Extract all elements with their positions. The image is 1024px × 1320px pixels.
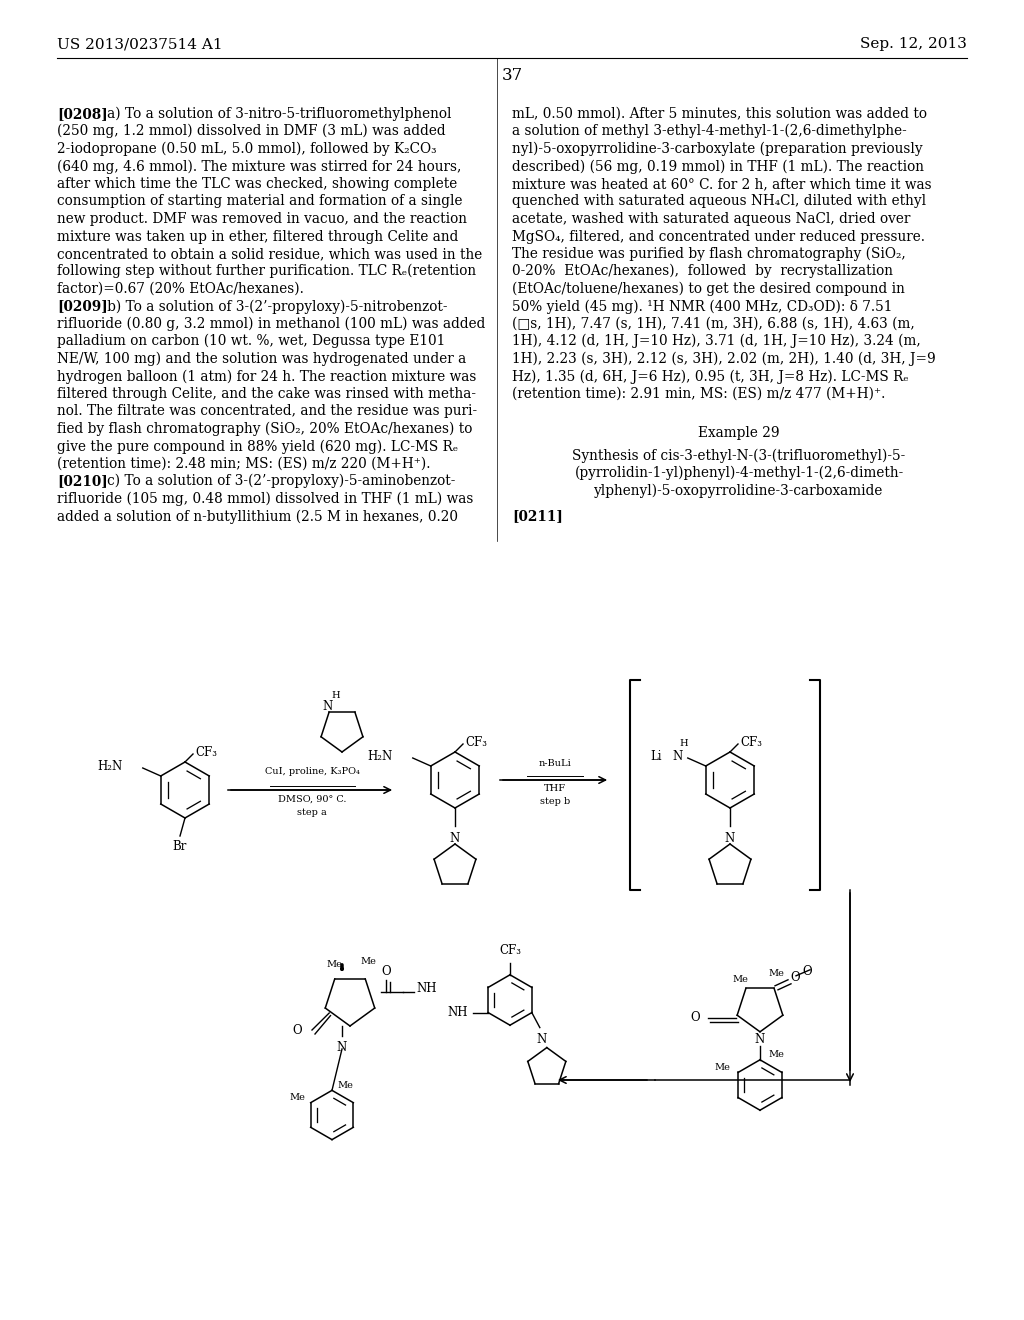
Text: H: H [332, 690, 340, 700]
Text: NE/W, 100 mg) and the solution was hydrogenated under a: NE/W, 100 mg) and the solution was hydro… [57, 351, 466, 366]
Text: NH: NH [447, 1006, 468, 1019]
Text: (EtOAc/toluene/hexanes) to get the desired compound in: (EtOAc/toluene/hexanes) to get the desir… [512, 281, 905, 296]
Text: H₂N: H₂N [97, 759, 123, 772]
Text: [0211]: [0211] [512, 510, 563, 524]
Text: Me: Me [768, 969, 784, 978]
Text: [0209]: [0209] [57, 300, 108, 314]
Text: Me: Me [768, 1051, 784, 1059]
Text: following step without further purification. TLC Rₑ(retention: following step without further purificat… [57, 264, 476, 279]
Text: N: N [673, 751, 683, 763]
Text: Example 29: Example 29 [698, 426, 780, 441]
Text: n-BuLi: n-BuLi [539, 759, 571, 768]
Text: CF₃: CF₃ [740, 735, 762, 748]
Text: (□s, 1H), 7.47 (s, 1H), 7.41 (m, 3H), 6.88 (s, 1H), 4.63 (m,: (□s, 1H), 7.47 (s, 1H), 7.41 (m, 3H), 6.… [512, 317, 914, 331]
Text: Sep. 12, 2013: Sep. 12, 2013 [860, 37, 967, 51]
Text: O: O [293, 1023, 302, 1036]
Text: MgSO₄, filtered, and concentrated under reduced pressure.: MgSO₄, filtered, and concentrated under … [512, 230, 925, 243]
Text: US 2013/0237514 A1: US 2013/0237514 A1 [57, 37, 222, 51]
Text: O: O [690, 1011, 700, 1024]
Text: 1H), 4.12 (d, 1H, J=10 Hz), 3.71 (d, 1H, J=10 Hz), 3.24 (m,: 1H), 4.12 (d, 1H, J=10 Hz), 3.71 (d, 1H,… [512, 334, 921, 348]
Text: concentrated to obtain a solid residue, which was used in the: concentrated to obtain a solid residue, … [57, 247, 482, 261]
Text: CF₃: CF₃ [195, 746, 217, 759]
Text: 2-iodopropane (0.50 mL, 5.0 mmol), followed by K₂CO₃: 2-iodopropane (0.50 mL, 5.0 mmol), follo… [57, 141, 436, 156]
Text: CuI, proline, K₃PO₄: CuI, proline, K₃PO₄ [264, 767, 359, 776]
Text: DMSO, 90° C.: DMSO, 90° C. [278, 795, 346, 804]
Text: H₂N: H₂N [368, 750, 393, 763]
Text: nyl)-5-oxopyrrolidine-3-carboxylate (preparation previously: nyl)-5-oxopyrrolidine-3-carboxylate (pre… [512, 141, 923, 156]
Text: factor)=0.67 (20% EtOAc/hexanes).: factor)=0.67 (20% EtOAc/hexanes). [57, 282, 304, 296]
Text: 37: 37 [502, 67, 522, 84]
Text: (640 mg, 4.6 mmol). The mixture was stirred for 24 hours,: (640 mg, 4.6 mmol). The mixture was stir… [57, 160, 462, 173]
Text: Me: Me [290, 1093, 305, 1102]
Text: give the pure compound in 88% yield (620 mg). LC-MS Rₑ: give the pure compound in 88% yield (620… [57, 440, 458, 454]
Text: THF: THF [544, 784, 566, 793]
Text: O: O [381, 965, 391, 978]
Text: step b: step b [540, 797, 570, 807]
Text: [0208]: [0208] [57, 107, 108, 121]
Text: rifluoride (105 mg, 0.48 mmol) dissolved in THF (1 mL) was: rifluoride (105 mg, 0.48 mmol) dissolved… [57, 491, 473, 506]
Text: Hz), 1.35 (d, 6H, J=6 Hz), 0.95 (t, 3H, J=8 Hz). LC-MS Rₑ: Hz), 1.35 (d, 6H, J=6 Hz), 0.95 (t, 3H, … [512, 370, 908, 384]
Text: rifluoride (0.80 g, 3.2 mmol) in methanol (100 mL) was added: rifluoride (0.80 g, 3.2 mmol) in methano… [57, 317, 485, 331]
Text: nol. The filtrate was concentrated, and the residue was puri-: nol. The filtrate was concentrated, and … [57, 404, 477, 418]
Text: described) (56 mg, 0.19 mmol) in THF (1 mL). The reaction: described) (56 mg, 0.19 mmol) in THF (1 … [512, 160, 924, 173]
Text: The residue was purified by flash chromatography (SiO₂,: The residue was purified by flash chroma… [512, 247, 906, 261]
Text: (250 mg, 1.2 mmol) dissolved in DMF (3 mL) was added: (250 mg, 1.2 mmol) dissolved in DMF (3 m… [57, 124, 445, 139]
Text: Br: Br [173, 840, 187, 853]
Text: N: N [323, 700, 333, 713]
Text: mixture was taken up in ether, filtered through Celite and: mixture was taken up in ether, filtered … [57, 230, 459, 243]
Text: N: N [537, 1032, 547, 1045]
Text: (pyrrolidin-1-yl)phenyl)-4-methyl-1-(2,6-dimeth-: (pyrrolidin-1-yl)phenyl)-4-methyl-1-(2,6… [574, 466, 903, 480]
Text: mL, 0.50 mmol). After 5 minutes, this solution was added to: mL, 0.50 mmol). After 5 minutes, this so… [512, 107, 927, 121]
Text: Synthesis of cis-3-ethyl-N-(3-(trifluoromethyl)-5-: Synthesis of cis-3-ethyl-N-(3-(trifluoro… [572, 449, 905, 463]
Text: N: N [337, 1041, 347, 1053]
Text: c) To a solution of 3-(2’-propyloxy)-5-aminobenzot-: c) To a solution of 3-(2’-propyloxy)-5-a… [94, 474, 456, 488]
Text: a solution of methyl 3-ethyl-4-methyl-1-(2,6-dimethylphe-: a solution of methyl 3-ethyl-4-methyl-1-… [512, 124, 906, 139]
Text: added a solution of n-butyllithium (2.5 M in hexanes, 0.20: added a solution of n-butyllithium (2.5 … [57, 510, 458, 524]
Text: N: N [450, 832, 460, 845]
Text: CF₃: CF₃ [499, 944, 521, 957]
Text: O: O [802, 965, 812, 978]
Text: 0-20%  EtOAc/hexanes),  followed  by  recrystallization: 0-20% EtOAc/hexanes), followed by recrys… [512, 264, 893, 279]
Text: Me: Me [732, 975, 748, 985]
Text: consumption of starting material and formation of a single: consumption of starting material and for… [57, 194, 463, 209]
Text: Me: Me [326, 960, 342, 969]
Text: Me: Me [337, 1081, 353, 1090]
Text: hydrogen balloon (1 atm) for 24 h. The reaction mixture was: hydrogen balloon (1 atm) for 24 h. The r… [57, 370, 476, 384]
Text: ylphenyl)-5-oxopyrrolidine-3-carboxamide: ylphenyl)-5-oxopyrrolidine-3-carboxamide [594, 483, 884, 498]
Text: acetate, washed with saturated aqueous NaCl, dried over: acetate, washed with saturated aqueous N… [512, 213, 910, 226]
Text: [0210]: [0210] [57, 474, 108, 488]
Text: new product. DMF was removed in vacuo, and the reaction: new product. DMF was removed in vacuo, a… [57, 213, 467, 226]
Text: filtered through Celite, and the cake was rinsed with metha-: filtered through Celite, and the cake wa… [57, 387, 476, 401]
Text: quenched with saturated aqueous NH₄Cl, diluted with ethyl: quenched with saturated aqueous NH₄Cl, d… [512, 194, 926, 209]
Text: (retention time): 2.48 min; MS: (ES) m/z 220 (M+H⁺).: (retention time): 2.48 min; MS: (ES) m/z… [57, 457, 430, 471]
Text: CF₃: CF₃ [465, 735, 487, 748]
Text: N: N [725, 832, 735, 845]
Text: step a: step a [297, 808, 327, 817]
Text: palladium on carbon (10 wt. %, wet, Degussa type E101: palladium on carbon (10 wt. %, wet, Degu… [57, 334, 445, 348]
Text: Li: Li [650, 751, 662, 763]
Text: O: O [790, 972, 800, 985]
Text: a) To a solution of 3-nitro-5-trifluoromethylphenol: a) To a solution of 3-nitro-5-trifluorom… [94, 107, 452, 121]
Text: Me: Me [715, 1063, 730, 1072]
Text: 50% yield (45 mg). ¹H NMR (400 MHz, CD₃OD): δ 7.51: 50% yield (45 mg). ¹H NMR (400 MHz, CD₃O… [512, 300, 892, 314]
Text: b) To a solution of 3-(2’-propyloxy)-5-nitrobenzot-: b) To a solution of 3-(2’-propyloxy)-5-n… [94, 300, 447, 314]
Text: fied by flash chromatography (SiO₂, 20% EtOAc/hexanes) to: fied by flash chromatography (SiO₂, 20% … [57, 421, 472, 436]
Text: Me: Me [360, 957, 376, 966]
Text: NH: NH [416, 982, 436, 995]
Text: N: N [755, 1034, 765, 1047]
Text: H: H [680, 739, 688, 748]
Text: mixture was heated at 60° C. for 2 h, after which time it was: mixture was heated at 60° C. for 2 h, af… [512, 177, 932, 191]
Text: after which time the TLC was checked, showing complete: after which time the TLC was checked, sh… [57, 177, 458, 191]
Text: (retention time): 2.91 min, MS: (ES) m/z 477 (M+H)⁺.: (retention time): 2.91 min, MS: (ES) m/z… [512, 387, 886, 401]
Text: 1H), 2.23 (s, 3H), 2.12 (s, 3H), 2.02 (m, 2H), 1.40 (d, 3H, J=9: 1H), 2.23 (s, 3H), 2.12 (s, 3H), 2.02 (m… [512, 351, 936, 366]
